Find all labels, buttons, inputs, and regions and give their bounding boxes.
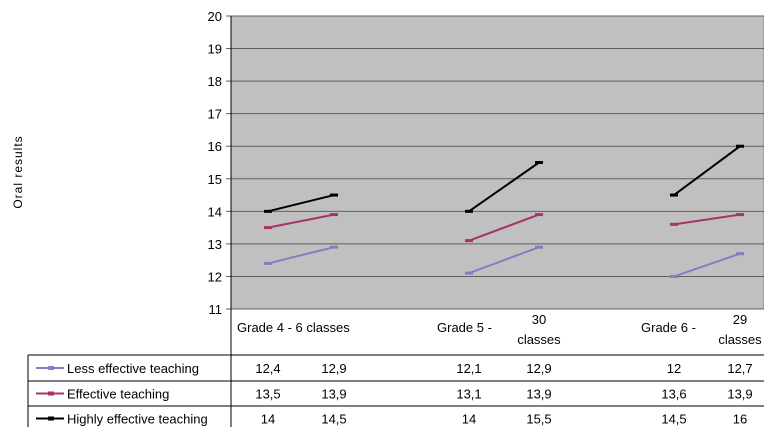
y-tick-label: 18	[208, 74, 222, 89]
series-line-segment	[468, 161, 540, 213]
legend-label: Less effective teaching	[67, 361, 199, 376]
data-label: 12,1	[456, 361, 481, 376]
data-table: Grade 4 - 6 classes Grade 5 - 30 classes Gra…	[27, 16, 764, 427]
series-line-segment	[267, 213, 335, 229]
y-tick-label: 19	[208, 42, 222, 57]
data-label: 13,6	[661, 387, 686, 402]
series-line-segment	[267, 194, 335, 213]
gridlines	[226, 15, 764, 310]
series-line-segment	[673, 213, 741, 226]
category-label: Grade 6 -	[641, 320, 696, 335]
category-label: 30	[532, 312, 546, 327]
legend-label: Effective teaching	[67, 387, 169, 402]
y-tick-label: 16	[208, 139, 222, 154]
series-line-segment	[267, 246, 335, 265]
data-label: 16	[733, 412, 747, 427]
data-label: 12	[667, 361, 681, 376]
y-tick-label: 15	[208, 172, 222, 187]
y-tick-label: 11	[209, 302, 223, 317]
data-label: 12,9	[526, 361, 551, 376]
series-line-segment	[673, 145, 741, 196]
y-tick-label: 12	[208, 269, 222, 284]
data-label: 13,5	[255, 387, 280, 402]
y-tick-label: 17	[208, 107, 222, 122]
y-tick-label: 20	[208, 9, 222, 24]
data-label: 14	[462, 412, 476, 427]
y-axis-label: Oral results	[11, 135, 25, 208]
category-label: Grade 5 -	[437, 320, 492, 335]
category-label: classes	[718, 332, 762, 347]
data-label: 12,4	[255, 361, 280, 376]
data-label: 13,9	[526, 387, 551, 402]
data-label: 12,9	[321, 361, 346, 376]
series-lines	[264, 144, 744, 278]
data-label: 13,9	[727, 387, 752, 402]
y-tick-labels: 11 12 13 14 15 16 17 18 19 20	[208, 9, 222, 317]
y-tick-label: 14	[208, 204, 222, 219]
data-label: 15,5	[526, 412, 551, 427]
plot-area	[230, 15, 764, 310]
category-label: 29	[733, 312, 747, 327]
data-label: 14,5	[661, 412, 686, 427]
data-label: 12,7	[727, 361, 752, 376]
data-label: 13,1	[456, 387, 481, 402]
series-line-segment	[468, 213, 540, 242]
y-tick-label: 13	[208, 237, 222, 252]
series-line-segment	[673, 252, 741, 278]
legend-label: Highly effective teaching	[67, 412, 208, 427]
category-label: Grade 4 - 6 classes	[237, 320, 350, 335]
series-line-segment	[468, 246, 540, 275]
data-label: 14	[261, 412, 275, 427]
data-label: 14,5	[321, 412, 346, 427]
category-label: classes	[517, 332, 561, 347]
data-label: 13,9	[321, 387, 346, 402]
